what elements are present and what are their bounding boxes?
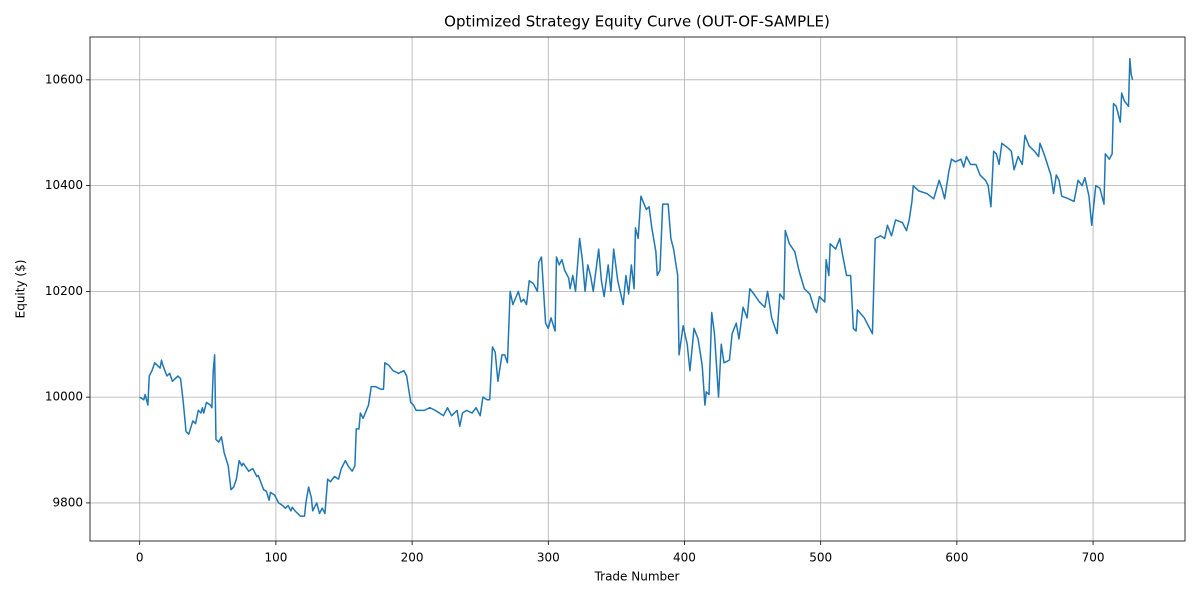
y-tick-label: 10400 xyxy=(45,178,83,192)
x-tick-label: 700 xyxy=(1082,551,1105,565)
chart-title: Optimized Strategy Equity Curve (OUT-OF-… xyxy=(444,13,830,31)
x-tick-label: 500 xyxy=(809,551,832,565)
x-tick-label: 600 xyxy=(945,551,968,565)
x-tick-label: 300 xyxy=(537,551,560,565)
plot-frame xyxy=(89,36,1186,542)
y-tick-label: 10600 xyxy=(45,72,83,86)
x-tick-label: 200 xyxy=(401,551,424,565)
y-axis-label: Equity ($) xyxy=(14,260,28,319)
x-tick-label: 0 xyxy=(136,551,144,565)
y-tick-label: 10200 xyxy=(45,284,83,298)
x-tick-label: 400 xyxy=(673,551,696,565)
y-tick-label: 10000 xyxy=(45,390,83,404)
x-tick-label: 100 xyxy=(264,551,287,565)
x-axis-label: Trade Number xyxy=(594,570,680,584)
equity-line xyxy=(139,57,1134,517)
y-tick-label: 9800 xyxy=(52,495,83,509)
